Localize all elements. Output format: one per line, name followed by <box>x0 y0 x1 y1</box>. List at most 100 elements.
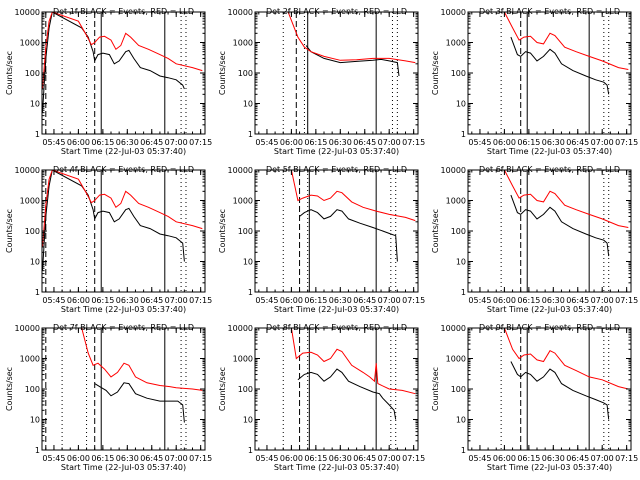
y-tick-label: 1 <box>248 288 253 297</box>
x-tick-label: 06:15 <box>91 138 114 147</box>
panel-7: 1 10 100 1000 10000 05:45 06:00 06:15 06:30 06:45… <box>5 323 212 472</box>
panel-2: 1 10 100 1000 10000 05:45 06:00 06:15 06:30 06:45… <box>218 7 425 156</box>
series-line-events <box>42 12 185 113</box>
y-tick-label: 100 <box>238 385 253 394</box>
series-line-lld <box>42 12 203 89</box>
y-tick-label: 100 <box>25 227 40 236</box>
panel-6: 1 10 100 1000 10000 05:45 06:00 06:15 06:30 06:45… <box>431 165 638 314</box>
series-line-events <box>297 368 397 420</box>
panel-title: Det 9f BLACK = Events, RED = LLD <box>479 323 620 332</box>
x-axis-label: Start Time (22-Jul-03 05:37:40) <box>487 463 612 472</box>
y-axis-label: Counts/sec <box>431 51 440 95</box>
x-tick-label: 06:00 <box>493 296 516 305</box>
series-line-events <box>510 361 610 420</box>
plot-frame <box>467 11 632 135</box>
y-axis-label: Counts/sec <box>218 51 227 95</box>
x-tick-label: 06:00 <box>67 138 90 147</box>
panel-title: Det 3f BLACK = Events, RED = LLD <box>479 7 620 16</box>
y-tick-label: 10000 <box>15 8 40 17</box>
series-line-lld <box>42 170 203 247</box>
y-tick-label: 1000 <box>233 197 253 206</box>
y-tick-label: 1000 <box>446 39 466 48</box>
y-axis-label: Counts/sec <box>431 367 440 411</box>
x-tick-label: 06:30 <box>116 138 139 147</box>
y-tick-label: 100 <box>238 69 253 78</box>
y-tick-label: 10 <box>456 100 466 109</box>
panel-title: Det 5f BLACK = Events, RED = LLD <box>266 165 407 174</box>
y-tick-label: 1000 <box>233 355 253 364</box>
x-axis-label: Start Time (22-Jul-03 05:37:40) <box>274 147 399 156</box>
y-axis-label: Counts/sec <box>5 51 14 95</box>
x-tick-label: 07:00 <box>165 296 188 305</box>
y-tick-label: 100 <box>238 227 253 236</box>
y-axis-label: Counts/sec <box>5 367 14 411</box>
x-tick-label: 07:00 <box>591 138 614 147</box>
x-tick-label: 06:30 <box>116 296 139 305</box>
series-line-events <box>299 209 398 262</box>
plot-frame <box>41 327 206 451</box>
series-line-lld <box>468 328 629 390</box>
panel-5: 1 10 100 1000 10000 05:45 06:00 06:15 06:30 06:45… <box>218 165 425 314</box>
x-tick-label: 05:45 <box>255 138 278 147</box>
y-tick-label: 1 <box>35 288 40 297</box>
series-line-events <box>94 382 185 423</box>
panel-4: 1 10 100 1000 10000 05:45 06:00 06:15 06:30 06:45… <box>5 165 212 314</box>
y-tick-label: 10 <box>30 416 40 425</box>
y-tick-label: 100 <box>25 69 40 78</box>
y-axis-label: Counts/sec <box>5 209 14 253</box>
x-tick-label: 06:00 <box>493 138 516 147</box>
y-tick-label: 10000 <box>228 166 253 175</box>
y-tick-label: 1 <box>35 446 40 455</box>
y-tick-label: 10 <box>243 258 253 267</box>
x-tick-label: 06:15 <box>517 454 540 463</box>
y-tick-label: 100 <box>451 227 466 236</box>
y-tick-label: 1000 <box>20 197 40 206</box>
x-axis-label: Start Time (22-Jul-03 05:37:40) <box>61 305 186 314</box>
x-tick-label: 07:15 <box>615 138 638 147</box>
x-axis-label: Start Time (22-Jul-03 05:37:40) <box>61 463 186 472</box>
x-axis-label: Start Time (22-Jul-03 05:37:40) <box>274 305 399 314</box>
y-tick-label: 10000 <box>228 324 253 333</box>
y-tick-label: 1000 <box>446 197 466 206</box>
x-tick-label: 07:00 <box>378 138 401 147</box>
y-tick-label: 1 <box>461 288 466 297</box>
x-tick-label: 06:45 <box>353 296 376 305</box>
plot-frame <box>41 169 206 293</box>
x-tick-label: 07:00 <box>591 454 614 463</box>
x-tick-label: 06:15 <box>91 296 114 305</box>
x-tick-label: 06:30 <box>329 454 352 463</box>
y-tick-label: 10000 <box>15 166 40 175</box>
panel-9: 1 10 100 1000 10000 05:45 06:00 06:15 06:30 06:45… <box>431 323 638 472</box>
x-tick-label: 07:00 <box>165 138 188 147</box>
y-tick-label: 10000 <box>441 324 466 333</box>
x-tick-label: 07:15 <box>402 454 425 463</box>
x-tick-label: 06:00 <box>280 138 303 147</box>
x-tick-label: 07:00 <box>378 296 401 305</box>
panel-title: Det 8f BLACK = Events, RED = LLD <box>266 323 407 332</box>
panel-3: 1 10 100 1000 10000 05:45 06:00 06:15 06:30 06:45… <box>431 7 638 156</box>
x-tick-label: 06:30 <box>116 454 139 463</box>
x-tick-label: 05:45 <box>255 454 278 463</box>
y-tick-label: 100 <box>451 385 466 394</box>
x-tick-label: 06:30 <box>542 454 565 463</box>
x-tick-label: 07:00 <box>378 454 401 463</box>
series-line-lld <box>255 328 416 395</box>
x-tick-label: 06:30 <box>329 296 352 305</box>
x-tick-label: 05:45 <box>42 138 65 147</box>
x-tick-label: 06:45 <box>140 138 163 147</box>
y-tick-label: 1000 <box>20 355 40 364</box>
series-line-lld <box>255 12 416 64</box>
y-axis-label: Counts/sec <box>431 209 440 253</box>
x-tick-label: 06:15 <box>91 454 114 463</box>
panel-8: 1 10 100 1000 10000 05:45 06:00 06:15 06:30 06:45… <box>218 323 425 472</box>
x-tick-label: 05:45 <box>42 454 65 463</box>
x-tick-label: 06:45 <box>566 454 589 463</box>
series-line-lld <box>468 12 629 70</box>
x-tick-label: 05:45 <box>468 296 491 305</box>
x-tick-label: 06:30 <box>542 138 565 147</box>
y-tick-label: 10 <box>30 258 40 267</box>
x-tick-label: 07:15 <box>402 138 425 147</box>
y-tick-label: 1 <box>35 130 40 139</box>
plot-frame <box>254 169 419 293</box>
